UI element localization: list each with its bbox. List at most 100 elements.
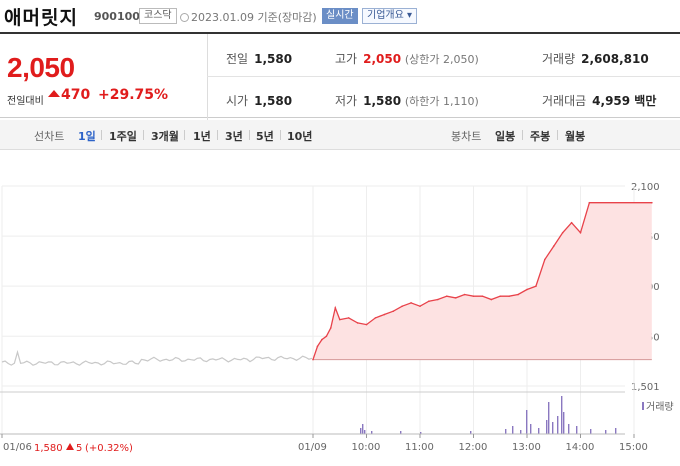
high-price: 고가 2,050 (상한가 2,050) (335, 50, 479, 67)
price-point (454, 297, 457, 299)
readout-change: 5 (76, 443, 82, 454)
low-price: 저가 1,580 (하한가 1,110) (335, 92, 479, 109)
period-5y[interactable]: 5년 (256, 130, 274, 143)
x-tick-label: 14:00 (566, 442, 595, 453)
price-area-fill (313, 202, 652, 360)
volume-bar (615, 428, 617, 434)
price-point (437, 298, 439, 301)
volume-bar (505, 429, 507, 434)
price-summary: 2,050 전일대비 470 +29.75% 전일 1,580 시가 1,580 고… (0, 32, 680, 120)
line-chart-label: 선차트 (34, 130, 65, 143)
readout-close: 1,580 (34, 443, 63, 454)
price-point (490, 298, 493, 301)
high-label: 고가 (335, 52, 358, 66)
period-1y[interactable]: 1년 (193, 130, 211, 143)
clock-icon (180, 13, 189, 22)
price-change-value: 470 (61, 87, 91, 103)
volume-bar (360, 428, 362, 434)
price-point (526, 288, 528, 291)
price-point (401, 305, 403, 308)
volume-bar (526, 410, 528, 434)
period-1w[interactable]: 1주일 (109, 130, 137, 143)
price-point (312, 358, 314, 361)
volume-legend-swatch (642, 402, 644, 410)
realtime-button[interactable]: 실시간 (322, 8, 358, 24)
x-tick-label: 13:00 (512, 442, 541, 453)
period-1d[interactable]: 1일 (78, 130, 96, 143)
volume-bar (561, 396, 563, 434)
lower-limit: (하한가 1,110) (404, 95, 479, 108)
prev-close-value: 1,580 (254, 52, 293, 66)
volume-bar (563, 412, 565, 434)
volume-bar (546, 420, 548, 434)
price-point (330, 327, 332, 329)
open-label: 시가 (226, 94, 249, 108)
separator (522, 130, 523, 140)
period-3m[interactable]: 3개월 (151, 130, 179, 143)
date-info: 2023.01.09 기준(장마감) (180, 9, 317, 25)
stock-header: 애머릿지 900100 코스닥 2023.01.09 기준(장마감) 실시간 기… (0, 0, 680, 30)
separator (184, 130, 185, 140)
volume-bar (420, 432, 422, 434)
divider (207, 34, 208, 120)
x-tick-label: 01/06 (3, 442, 32, 453)
volume-bar (470, 431, 472, 434)
prev-close: 전일 1,580 (226, 50, 292, 67)
separator (217, 130, 218, 140)
trade-amount: 거래대금 4,959 백만 (542, 92, 656, 109)
readout-pct: (+0.32%) (85, 443, 133, 454)
volume-bar (520, 430, 522, 434)
price-point (347, 317, 350, 319)
separator (280, 130, 281, 140)
y-tick-label: 1,501 (631, 382, 660, 393)
volume-bar (552, 422, 554, 434)
candle-monthly[interactable]: 월봉 (565, 130, 586, 143)
price-point (338, 318, 341, 321)
upper-limit: (상한가 2,050) (404, 53, 479, 66)
price-point (321, 338, 323, 341)
current-price: 2,050 (7, 52, 75, 83)
period-3y[interactable]: 3년 (225, 130, 243, 143)
stock-code: 900100 (94, 10, 140, 23)
trade-amount-value: 4,959 백만 (592, 94, 657, 108)
price-point (365, 323, 368, 326)
price-point (374, 317, 377, 319)
open-value: 1,580 (254, 94, 293, 108)
x-tick-label: 11:00 (405, 442, 434, 453)
market-badge: 코스닥 (139, 8, 177, 24)
prev-close-label: 전일 (226, 52, 249, 66)
price-point (392, 310, 395, 313)
candle-weekly[interactable]: 주봉 (530, 130, 551, 143)
company-overview-dropdown[interactable]: 기업개요 ▾ (362, 8, 417, 24)
x-tick-label: 01/09 (298, 442, 327, 453)
volume-bar (400, 431, 402, 434)
open-price: 시가 1,580 (226, 92, 292, 109)
separator (101, 130, 102, 140)
price-point (651, 201, 653, 204)
separator (557, 130, 558, 140)
volume-bar (557, 416, 559, 434)
divider (207, 76, 680, 77)
readout-up-icon (66, 443, 74, 450)
low-label: 저가 (335, 94, 358, 108)
volume: 거래량 2,608,810 (542, 50, 649, 67)
low-value: 1,580 (363, 94, 402, 108)
price-point (356, 322, 359, 324)
stock-name: 애머릿지 (4, 7, 78, 29)
price-point (544, 258, 546, 261)
volume-bar (362, 424, 364, 434)
volume-bar (568, 424, 570, 434)
volume-bar (576, 426, 578, 434)
chart-toolbar: 선차트 1일 1주일 3개월 1년 3년 5년 10년 봉차트 일봉 주봉 월봉 (0, 120, 680, 150)
candle-daily[interactable]: 일봉 (495, 130, 516, 143)
volume-value: 2,608,810 (581, 52, 649, 66)
period-10y[interactable]: 10년 (287, 130, 313, 143)
prev-day-series-line (1, 349, 313, 366)
price-point (517, 293, 519, 296)
price-point (481, 295, 484, 297)
volume-bar (364, 430, 366, 434)
price-change: 470 (48, 87, 90, 103)
x-tick-label: 10:00 (352, 442, 381, 453)
price-point (472, 295, 475, 297)
price-point (334, 307, 337, 309)
